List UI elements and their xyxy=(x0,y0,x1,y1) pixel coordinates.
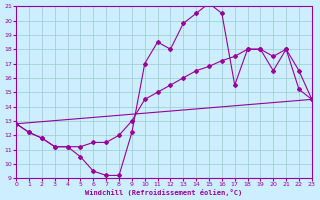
X-axis label: Windchill (Refroidissement éolien,°C): Windchill (Refroidissement éolien,°C) xyxy=(85,189,243,196)
